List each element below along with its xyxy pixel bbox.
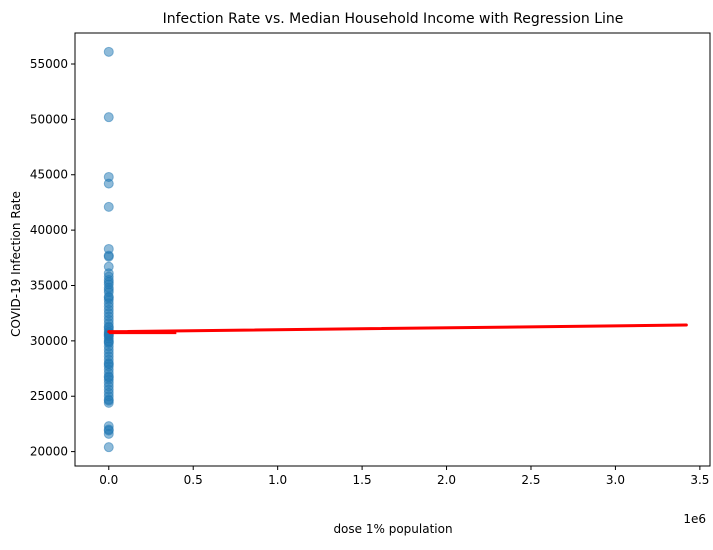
data-point (103, 372, 114, 383)
y-tick-label: 30000 (30, 334, 68, 348)
data-point (103, 395, 114, 406)
x-tick-label: 3.5 (690, 473, 709, 487)
data-point (103, 359, 114, 370)
x-axis-ticks: 0.0 0.5 1.0 1.5 2.0 2.5 3.0 3.5 (99, 466, 709, 487)
y-axis-label: COVID-19 Infection Rate (9, 191, 23, 337)
chart-title: Infection Rate vs. Median Household Inco… (163, 11, 624, 27)
y-tick-label: 25000 (30, 389, 68, 403)
regression-line (107, 323, 688, 334)
x-tick-label: 1.0 (268, 473, 287, 487)
x-tick-label: 0.5 (184, 473, 203, 487)
x-axis-offset-label: 1e6 (683, 512, 706, 526)
y-tick-label: 35000 (30, 278, 68, 292)
x-tick-label: 2.5 (521, 473, 540, 487)
x-tick-label: 0.0 (99, 473, 118, 487)
y-axis-ticks: 20000 25000 30000 35000 40000 45000 50000 55000 (30, 57, 75, 459)
x-tick-label: 1.5 (353, 473, 372, 487)
data-point (103, 442, 114, 453)
y-tick-label: 55000 (30, 57, 68, 71)
data-point (103, 178, 114, 189)
y-tick-label: 40000 (30, 223, 68, 237)
data-point (103, 201, 114, 212)
data-point (103, 277, 114, 288)
regression-line-layer (107, 323, 688, 335)
x-axis-label: dose 1% population (333, 522, 452, 536)
x-tick-label: 3.0 (606, 473, 625, 487)
data-point (103, 46, 114, 57)
data-points-layer (103, 46, 114, 453)
x-tick-label: 2.0 (437, 473, 456, 487)
y-tick-label: 20000 (30, 445, 68, 459)
y-tick-label: 50000 (30, 112, 68, 126)
plot-area-frame (74, 32, 711, 467)
data-point (103, 251, 114, 262)
y-tick-label: 45000 (30, 168, 68, 182)
data-point (103, 112, 114, 123)
data-point (103, 428, 114, 439)
